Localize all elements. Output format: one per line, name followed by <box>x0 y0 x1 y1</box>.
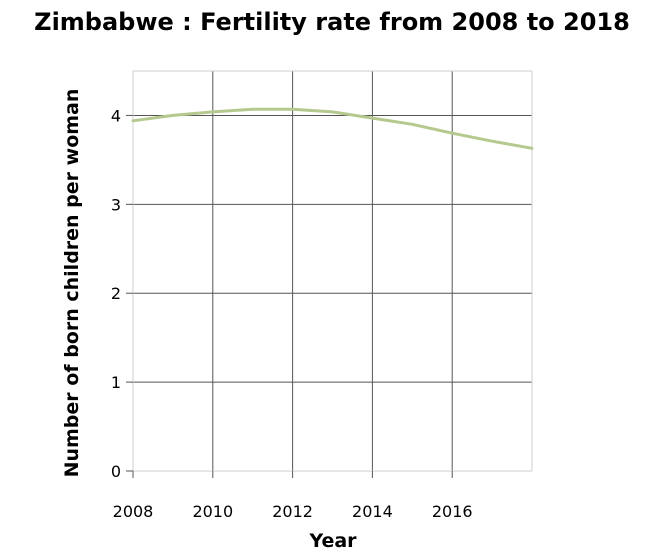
x-tick-label: 2008 <box>113 502 154 521</box>
x-tick-label: 2010 <box>192 502 233 521</box>
x-tick-label: 2016 <box>432 502 473 521</box>
y-tick-label: 0 <box>111 462 121 481</box>
y-tick-label: 3 <box>111 195 121 214</box>
y-tick-label: 2 <box>111 284 121 303</box>
x-axis-label: Year <box>308 530 357 552</box>
grid <box>133 71 532 471</box>
tick-labels: 0 1 2 3 4 2008 2010 2012 2014 2016 <box>111 106 473 521</box>
y-axis-label: Number of born children per woman <box>61 89 83 478</box>
axes <box>126 70 533 478</box>
x-tick-label: 2012 <box>272 502 313 521</box>
y-tick-label: 4 <box>111 106 121 125</box>
series-layer <box>131 107 534 150</box>
y-tick-label: 1 <box>111 373 121 392</box>
chart-title: Zimbabwe : Fertility rate from 2008 to 2… <box>34 8 630 36</box>
x-tick-label: 2014 <box>352 502 393 521</box>
fertility-rate-line <box>131 107 534 150</box>
